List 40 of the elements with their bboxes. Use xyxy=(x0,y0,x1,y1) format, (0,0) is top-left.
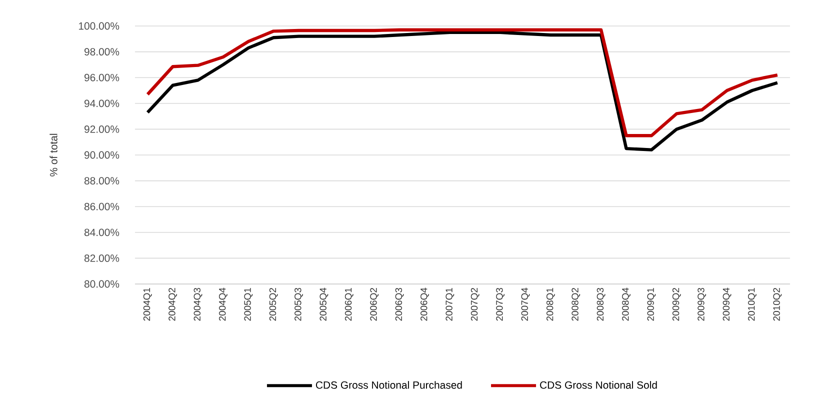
x-tick-label: 2009Q4 xyxy=(722,288,732,321)
x-tick-label: 2010Q1 xyxy=(748,288,756,321)
x-tick-label: 2006Q3 xyxy=(395,288,404,321)
legend-label: CDS Gross Notional Sold xyxy=(540,381,657,389)
y-tick-label: 80.00% xyxy=(84,280,120,288)
x-tick-label: 2005Q1 xyxy=(244,288,253,321)
x-tick-label: 2008Q4 xyxy=(622,288,630,321)
y-tick-label: 90.00% xyxy=(84,151,120,159)
x-tick-label: 2007Q1 xyxy=(446,288,454,321)
y-tick-label: 92.00% xyxy=(84,126,120,133)
y-tick-label: 94.00% xyxy=(84,100,120,108)
x-tick-label: 2005Q4 xyxy=(320,288,328,321)
x-tick-label: 2010Q2 xyxy=(773,288,782,321)
x-tick-label: 2006Q4 xyxy=(420,288,429,321)
x-tick-label: 2009Q2 xyxy=(672,288,681,321)
x-tick-label: 2004Q3 xyxy=(194,288,202,321)
x-tick-label: 2004Q4 xyxy=(218,288,228,321)
y-tick-label: 96.00% xyxy=(84,74,120,82)
x-tick-label: 2008Q3 xyxy=(596,288,606,321)
x-tick-label: 2006Q1 xyxy=(344,288,354,321)
x-tick-label: 2004Q2 xyxy=(168,288,177,321)
y-tick-label: 82.00% xyxy=(84,254,120,262)
y-tick-label: 100.00% xyxy=(78,22,120,30)
x-tick-label: 2006Q2 xyxy=(370,288,379,321)
x-tick-label: 2007Q2 xyxy=(470,288,480,321)
x-tick-label: 2004Q1 xyxy=(143,288,152,321)
x-tick-label: 2009Q1 xyxy=(647,288,656,321)
y-tick-label: 86.00% xyxy=(84,202,120,210)
y-tick-label: 88.00% xyxy=(84,177,120,185)
x-tick-label: 2008Q1 xyxy=(546,288,555,321)
legend-label: CDS Gross Notional Purchased xyxy=(316,381,462,389)
x-tick-label: 2007Q3 xyxy=(496,288,505,321)
y-tick-label: 98.00% xyxy=(84,48,120,56)
x-tick-label: 2005Q3 xyxy=(294,288,303,321)
x-tick-label: 2007Q4 xyxy=(521,288,530,321)
y-axis-title: % of total xyxy=(50,134,58,176)
x-tick-label: 2009Q3 xyxy=(698,288,706,321)
x-tick-label: 2008Q2 xyxy=(572,288,580,321)
x-tick-label: 2005Q2 xyxy=(269,288,278,321)
y-tick-label: 84.00% xyxy=(84,228,120,236)
